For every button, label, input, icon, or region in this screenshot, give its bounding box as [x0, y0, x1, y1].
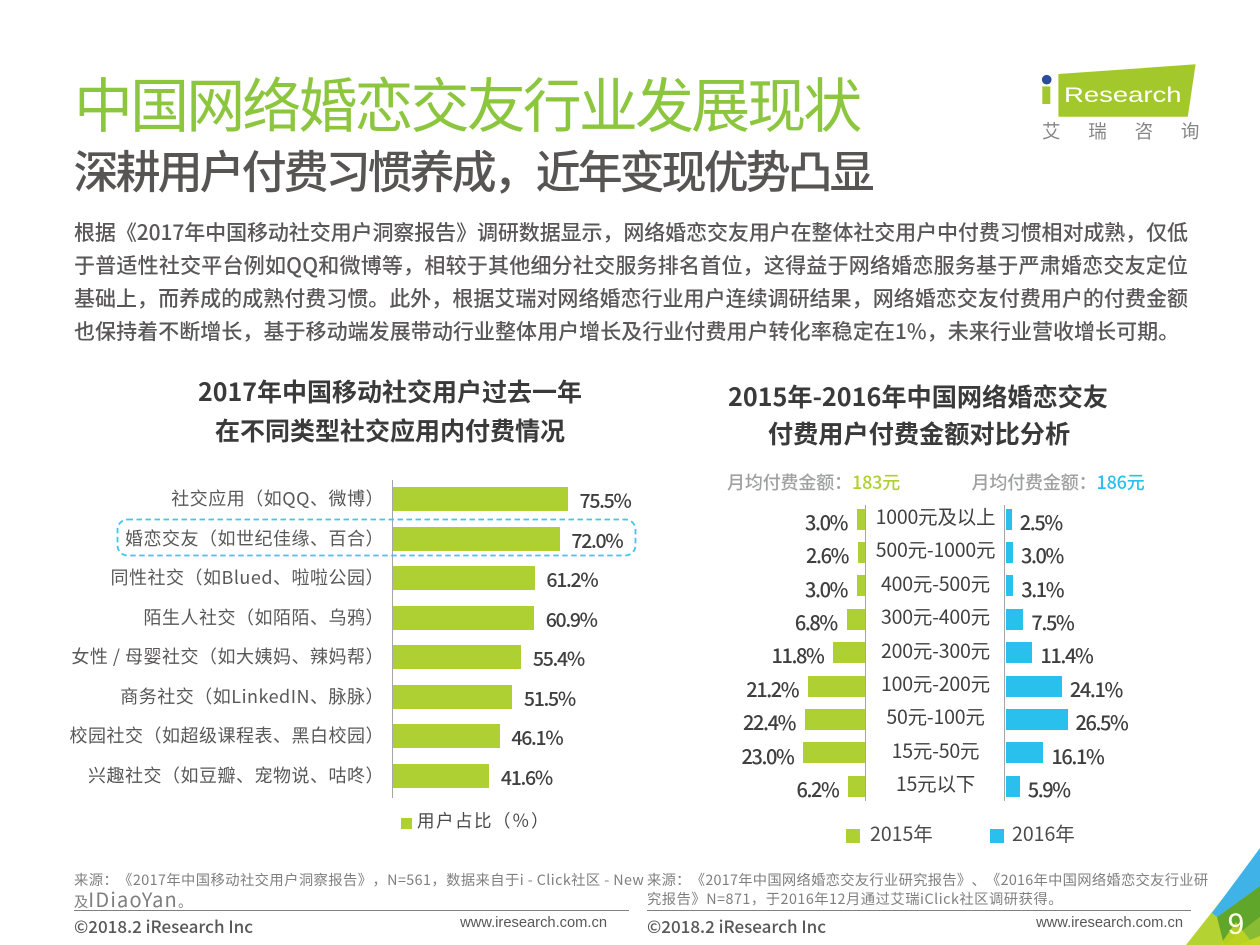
svg-text:9: 9: [1228, 908, 1245, 941]
svg-text:Research: Research: [1064, 82, 1182, 107]
svg-text:艾瑞咨询: 艾瑞咨询: [1042, 118, 1210, 144]
